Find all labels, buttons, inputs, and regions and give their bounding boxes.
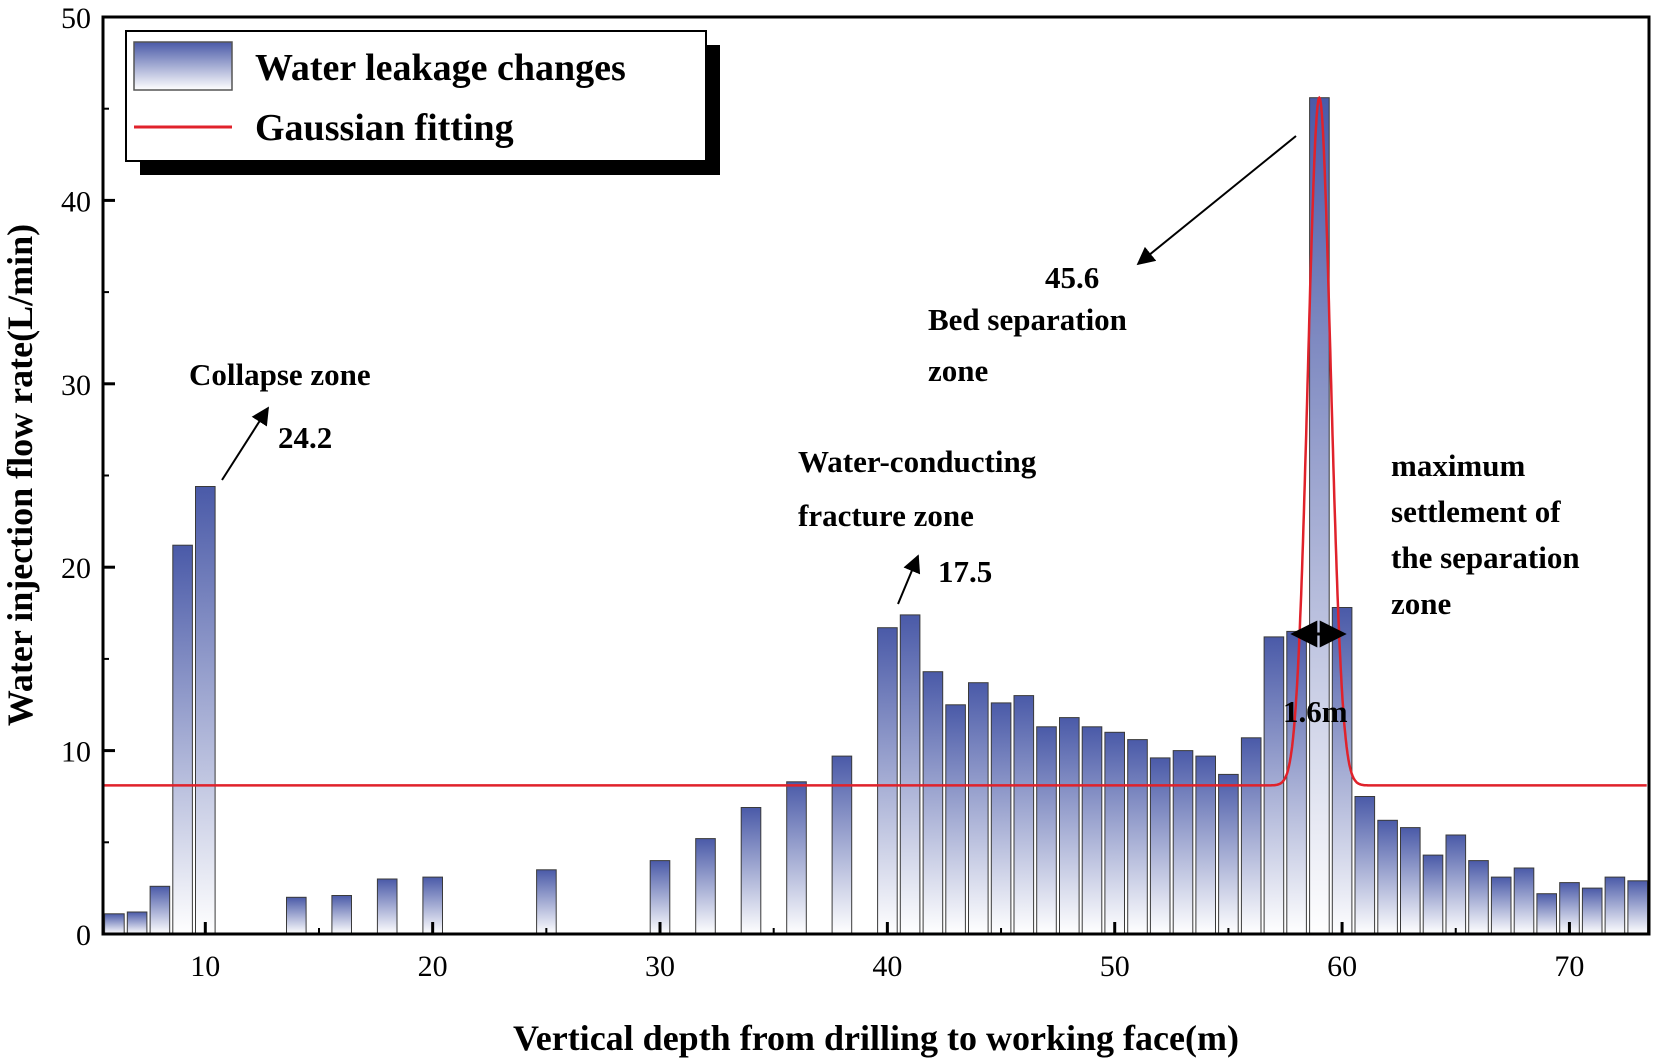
bar — [195, 486, 216, 935]
bar — [376, 878, 398, 935]
legend: Water leakage changes Gaussian fitting — [125, 30, 720, 175]
bar — [740, 807, 762, 935]
bar — [1059, 717, 1080, 935]
bar — [1445, 834, 1467, 935]
bar — [1195, 755, 1217, 935]
legend-label-line: Gaussian fitting — [255, 107, 514, 149]
x-tick-label: 20 — [418, 950, 448, 983]
bar — [1377, 819, 1398, 935]
y-tick-label: 40 — [61, 185, 91, 218]
annotation-collapse-value: 24.2 — [278, 420, 332, 455]
bar — [536, 869, 557, 935]
x-tick-label: 10 — [190, 950, 220, 983]
bar — [172, 544, 193, 935]
bar — [831, 755, 853, 935]
x-tick-label: 30 — [645, 950, 675, 983]
bar — [899, 614, 921, 935]
annotation-peak-arrow — [1136, 135, 1297, 266]
annotation-bed-label-line1: Bed separation — [928, 302, 1127, 337]
y-tick-label: 0 — [76, 919, 91, 952]
bar — [945, 704, 966, 935]
legend-swatch-bar — [133, 41, 233, 91]
bar — [126, 911, 148, 935]
bar — [1104, 731, 1126, 935]
bar — [990, 702, 1012, 935]
bar — [1581, 887, 1603, 935]
bar — [286, 896, 307, 935]
annotation-fracture-arrow — [897, 554, 921, 605]
annotation-settlement-line3: the separation — [1391, 540, 1580, 575]
annotation-settlement-line4: zone — [1391, 586, 1451, 621]
annotation-settlement-line1: maximum — [1391, 448, 1526, 483]
bar — [968, 682, 989, 935]
bar — [1354, 796, 1376, 935]
x-tick-label: 50 — [1100, 950, 1130, 983]
bar — [1218, 773, 1239, 935]
gaussian-fit-line — [103, 95, 1647, 787]
bar — [149, 885, 171, 935]
bar — [1400, 827, 1421, 935]
annotations: Collapse zone 24.2 Water-conducting frac… — [189, 135, 1580, 729]
y-tick-label: 30 — [61, 369, 91, 402]
annotation-width-value: 1.6m — [1283, 694, 1348, 729]
y-tick-label: 10 — [61, 736, 91, 769]
bar — [1490, 876, 1512, 935]
bar — [1468, 860, 1489, 935]
bar — [1513, 867, 1535, 935]
bar — [1240, 737, 1262, 935]
annotation-peak-value: 45.6 — [1045, 260, 1099, 295]
bar — [1627, 880, 1649, 935]
x-tick-label: 60 — [1327, 950, 1357, 983]
y-tick-label: 20 — [61, 552, 91, 585]
annotation-collapse-arrow — [221, 406, 269, 481]
bar — [877, 627, 898, 935]
bar — [1036, 726, 1057, 935]
annotation-settlement-line2: settlement of — [1391, 494, 1561, 529]
bar — [786, 781, 807, 935]
x-tick-label: 70 — [1554, 950, 1584, 983]
x-axis-title: Vertical depth from drilling to working … — [513, 1018, 1239, 1058]
bar — [1081, 726, 1103, 935]
bar — [1127, 739, 1148, 935]
annotation-fracture-value: 17.5 — [938, 554, 992, 589]
x-tick-label: 40 — [872, 950, 902, 983]
ticks-layer: 10 20 30 40 50 60 70 0 10 20 30 40 50 — [61, 2, 1584, 983]
legend-label-bars: Water leakage changes — [255, 47, 626, 89]
bar — [331, 895, 352, 935]
y-axis-title: Water injection flow rate(L/min) — [0, 224, 40, 726]
annotation-collapse-label: Collapse zone — [189, 357, 371, 392]
bar — [1536, 893, 1558, 935]
bar — [1604, 876, 1626, 935]
bar — [1013, 695, 1035, 935]
bar — [1331, 607, 1353, 935]
bar — [1422, 854, 1444, 935]
annotation-bed-label-line2: zone — [928, 353, 988, 388]
bar — [1172, 750, 1194, 935]
fit-line-layer — [103, 95, 1647, 787]
annotation-fracture-label-line2: fracture zone — [798, 498, 974, 533]
y-tick-label: 50 — [61, 2, 91, 35]
bar — [695, 838, 716, 935]
annotation-fracture-label-line1: Water-conducting — [798, 444, 1037, 479]
bar — [922, 671, 944, 935]
bar — [104, 913, 125, 935]
